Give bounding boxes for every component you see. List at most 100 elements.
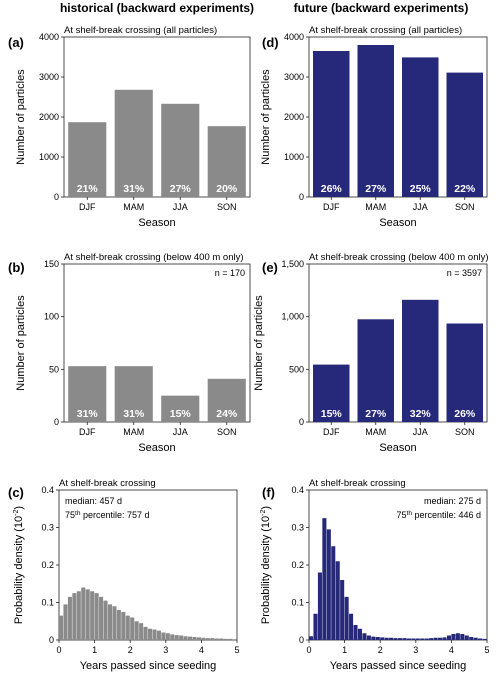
bar-percent-label: 27% — [170, 183, 192, 195]
y-tick-label: 1,500 — [281, 259, 304, 269]
x-tick-label: MAM — [365, 427, 386, 437]
panels: (a) At shelf-break crossing (all particle… — [8, 25, 490, 672]
x-axis-label: Season — [379, 217, 416, 229]
x-tick-label: JJA — [173, 202, 188, 212]
histogram-bar — [116, 610, 121, 640]
histogram-bar — [161, 632, 166, 640]
bar-mam — [357, 45, 394, 197]
bar-son — [207, 378, 246, 422]
x-tick-label: 4 — [449, 645, 454, 655]
x-axis-label: Years passed since seeding — [330, 660, 467, 672]
x-tick-label: SON — [217, 202, 237, 212]
percentile-value: percentile: 757 d — [80, 510, 149, 520]
histogram-bar — [451, 634, 456, 640]
panel-subtitle: At shelf-break crossing — [309, 478, 406, 489]
y-axis-label-main: Probability density (10 — [260, 516, 272, 624]
percentile-annotation: 75th percentile: 446 d — [397, 510, 481, 520]
y-tick-label: 0 — [299, 417, 304, 427]
median-annotation: median: 457 d — [65, 496, 122, 506]
histogram-bar — [393, 638, 398, 640]
panel-letter: (a) — [8, 35, 24, 50]
bar-percent-label: 24% — [216, 408, 238, 420]
x-tick-label: MAM — [365, 202, 386, 212]
histogram-bar — [205, 638, 210, 640]
histogram-bar — [326, 529, 331, 640]
bar-percent-label: 26% — [454, 408, 476, 420]
histogram-bar — [375, 637, 380, 640]
histogram-bar — [309, 636, 314, 640]
panel-subtitle: At shelf-break crossing (below 400 m onl… — [64, 252, 244, 263]
y-tick-label: 100 — [44, 312, 59, 322]
bar-percent-label: 21% — [77, 183, 99, 195]
bar-jja — [161, 103, 200, 197]
histogram-bar — [139, 623, 144, 640]
histogram-bar — [170, 634, 175, 640]
histogram-bar — [406, 638, 411, 640]
y-tick-label: 2000 — [284, 112, 304, 122]
panel-subtitle: At shelf-break crossing (all particles) — [309, 25, 462, 36]
y-tick-label: 0 — [54, 192, 59, 202]
y-tick-label: 4000 — [284, 32, 304, 42]
histogram-bar — [322, 518, 327, 640]
histogram-bar — [72, 593, 77, 640]
histogram-bar — [420, 638, 425, 640]
histogram-bar — [340, 580, 345, 640]
x-tick-label: MAM — [123, 202, 144, 212]
y-axis-label: Probability density (10-2) — [13, 506, 25, 624]
x-tick-label: DJF — [79, 202, 96, 212]
histogram-bar — [478, 638, 483, 640]
y-tick-label: 0 — [299, 192, 304, 202]
bar-percent-label: 32% — [410, 408, 432, 420]
histogram-bar — [112, 606, 117, 640]
column-title-right: future (backward experiments) — [294, 1, 469, 15]
y-axis-label-end: ) — [13, 506, 25, 510]
y-tick-label: 0 — [54, 417, 59, 427]
histogram-bar — [214, 638, 219, 640]
histogram-bar — [460, 634, 465, 640]
y-tick-label: 0.2 — [291, 560, 304, 570]
panel-letter: (d) — [262, 35, 279, 50]
histogram-bar — [446, 635, 451, 640]
sample-size-annotation: n = 170 — [215, 268, 245, 278]
bar-mam — [114, 89, 153, 197]
histogram-bar — [103, 600, 108, 640]
x-tick-label: MAM — [123, 427, 144, 437]
histogram-bar — [63, 604, 68, 640]
percentile-number: 75 — [397, 510, 407, 520]
bar-percent-label: 27% — [365, 408, 387, 420]
bar-percent-label: 25% — [410, 183, 432, 195]
bar-djf — [313, 364, 350, 422]
x-tick-label: JJA — [413, 202, 428, 212]
y-tick-label: 3000 — [39, 72, 59, 82]
histogram-bar — [482, 638, 487, 640]
y-tick-label: 0 — [49, 635, 54, 645]
y-tick-label: 0.1 — [41, 598, 54, 608]
histogram-bar — [433, 637, 438, 640]
x-tick-label: 1 — [342, 645, 347, 655]
histogram-bar — [415, 638, 420, 640]
histogram-bar — [331, 546, 336, 640]
bar-percent-label: 22% — [454, 183, 476, 195]
panel-letter: (e) — [262, 260, 278, 275]
histogram-bar — [349, 613, 354, 640]
histogram-bar — [130, 617, 135, 640]
histogram-bar — [196, 637, 201, 640]
y-axis-label-main: Probability density (10 — [13, 516, 25, 624]
x-axis-label: Season — [138, 217, 175, 229]
histogram-bar — [223, 638, 228, 640]
histogram-bar — [99, 596, 104, 640]
percentile-annotation: 75th percentile: 757 d — [65, 510, 149, 520]
panel-e: (e) At shelf-break crossing (below 400 m … — [253, 252, 489, 454]
x-axis-label: Season — [138, 442, 175, 454]
histogram-bar — [362, 633, 367, 640]
x-tick-label: SON — [217, 427, 237, 437]
histogram-bar — [438, 637, 443, 640]
y-tick-label: 50 — [49, 364, 59, 374]
y-tick-label: 150 — [44, 259, 59, 269]
y-axis-label-exponent: -2 — [13, 510, 20, 516]
histogram-bar — [429, 638, 434, 640]
percentile-number: 75 — [65, 510, 75, 520]
panel-b: (b) At shelf-break crossing (below 400 m … — [8, 252, 251, 454]
histogram-bar — [344, 596, 349, 640]
